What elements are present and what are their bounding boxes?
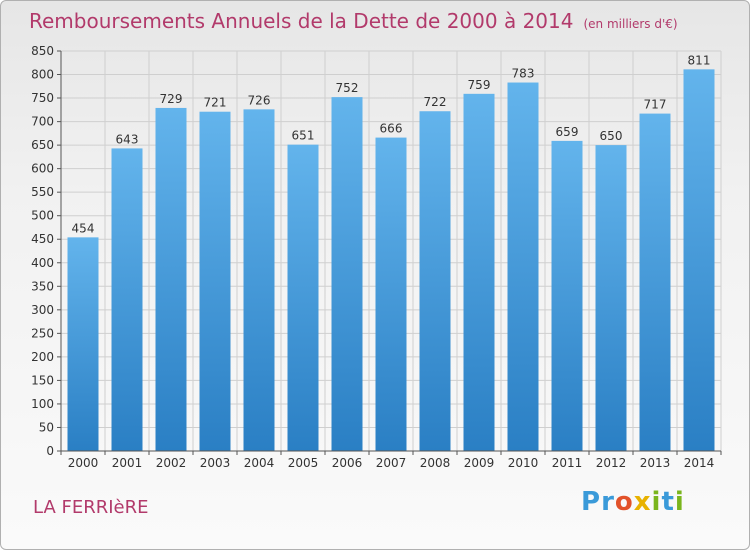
bar-value-label: 752 bbox=[336, 81, 359, 95]
y-tick-label: 550 bbox=[31, 185, 54, 199]
bar bbox=[507, 82, 539, 451]
bar bbox=[287, 144, 319, 451]
bar bbox=[67, 237, 99, 451]
x-tick-label: 2007 bbox=[376, 456, 407, 470]
y-tick-label: 600 bbox=[31, 162, 54, 176]
x-tick-label: 2013 bbox=[640, 456, 671, 470]
logo-letter: r bbox=[601, 487, 615, 517]
commune-name: LA FERRIèRE bbox=[33, 497, 149, 518]
x-tick-label: 2003 bbox=[200, 456, 231, 470]
y-tick-label: 500 bbox=[31, 209, 54, 223]
bar-value-label: 726 bbox=[248, 93, 271, 107]
labels: 0 50 100 150 200 250 300 350 400 450 500 550 600 650 7… bbox=[31, 44, 714, 470]
bar-value-label: 759 bbox=[468, 78, 491, 92]
bar-value-label: 811 bbox=[688, 53, 711, 67]
logo-letter: i bbox=[651, 487, 662, 517]
x-tick-label: 2009 bbox=[464, 456, 495, 470]
bar-value-label: 651 bbox=[292, 129, 315, 143]
bar bbox=[551, 140, 583, 451]
x-tick-label: 2014 bbox=[684, 456, 715, 470]
bar-value-label: 650 bbox=[600, 129, 623, 143]
y-tick-label: 750 bbox=[31, 91, 54, 105]
x-tick-label: 2006 bbox=[332, 456, 363, 470]
bars bbox=[67, 69, 715, 452]
y-tick-label: 200 bbox=[31, 350, 54, 364]
bar bbox=[683, 69, 715, 452]
x-tick-label: 2004 bbox=[244, 456, 275, 470]
x-tick-label: 2008 bbox=[420, 456, 451, 470]
x-tick-label: 2005 bbox=[288, 456, 319, 470]
x-tick-label: 2010 bbox=[508, 456, 539, 470]
bar bbox=[419, 111, 451, 451]
y-tick-label: 400 bbox=[31, 256, 54, 270]
y-tick-label: 450 bbox=[31, 232, 54, 246]
logo-letter: P bbox=[581, 487, 602, 517]
y-tick-label: 100 bbox=[31, 397, 54, 411]
bar-value-label: 721 bbox=[204, 96, 227, 110]
bar-value-label: 729 bbox=[160, 92, 183, 106]
y-tick-label: 250 bbox=[31, 326, 54, 340]
y-tick-label: 50 bbox=[39, 420, 54, 434]
logo-letter: o bbox=[614, 487, 634, 517]
bar bbox=[199, 111, 231, 452]
x-tick-label: 2011 bbox=[552, 456, 583, 470]
logo-letter: i bbox=[674, 487, 685, 517]
y-tick-label: 150 bbox=[31, 373, 54, 387]
chart-unit-note: (en milliers d'€) bbox=[583, 17, 678, 31]
logo-letter: x bbox=[633, 487, 652, 517]
x-tick-label: 2012 bbox=[596, 456, 627, 470]
y-tick-label: 350 bbox=[31, 279, 54, 293]
bar bbox=[155, 107, 187, 452]
bar-value-label: 722 bbox=[424, 95, 447, 109]
y-tick-label: 0 bbox=[46, 444, 54, 458]
y-tick-label: 850 bbox=[31, 44, 54, 58]
proxiti-logo: Proxiti bbox=[581, 487, 685, 517]
y-tick-label: 300 bbox=[31, 303, 54, 317]
logo-letter: t bbox=[661, 487, 675, 517]
bar bbox=[595, 145, 627, 451]
bar bbox=[331, 97, 363, 451]
x-tick-label: 2001 bbox=[112, 456, 143, 470]
x-tick-label: 2002 bbox=[156, 456, 187, 470]
bar bbox=[375, 137, 407, 451]
axes bbox=[57, 50, 722, 455]
bar-value-label: 659 bbox=[556, 125, 579, 139]
chart-title: Remboursements Annuels de la Dette de 20… bbox=[29, 9, 678, 33]
bar bbox=[243, 109, 275, 452]
x-tick-label: 2000 bbox=[68, 456, 99, 470]
bar-value-label: 717 bbox=[644, 98, 667, 112]
bar bbox=[463, 93, 495, 451]
bar-value-label: 643 bbox=[116, 132, 139, 146]
y-tick-label: 700 bbox=[31, 115, 54, 129]
bar bbox=[639, 113, 671, 452]
y-tick-label: 650 bbox=[31, 138, 54, 152]
bar-value-label: 454 bbox=[72, 221, 95, 235]
chart-title-text: Remboursements Annuels de la Dette de 20… bbox=[29, 9, 574, 33]
y-tick-label: 800 bbox=[31, 68, 54, 82]
bar-value-label: 783 bbox=[512, 67, 535, 81]
bar-value-label: 666 bbox=[380, 122, 403, 136]
bar bbox=[111, 148, 143, 452]
